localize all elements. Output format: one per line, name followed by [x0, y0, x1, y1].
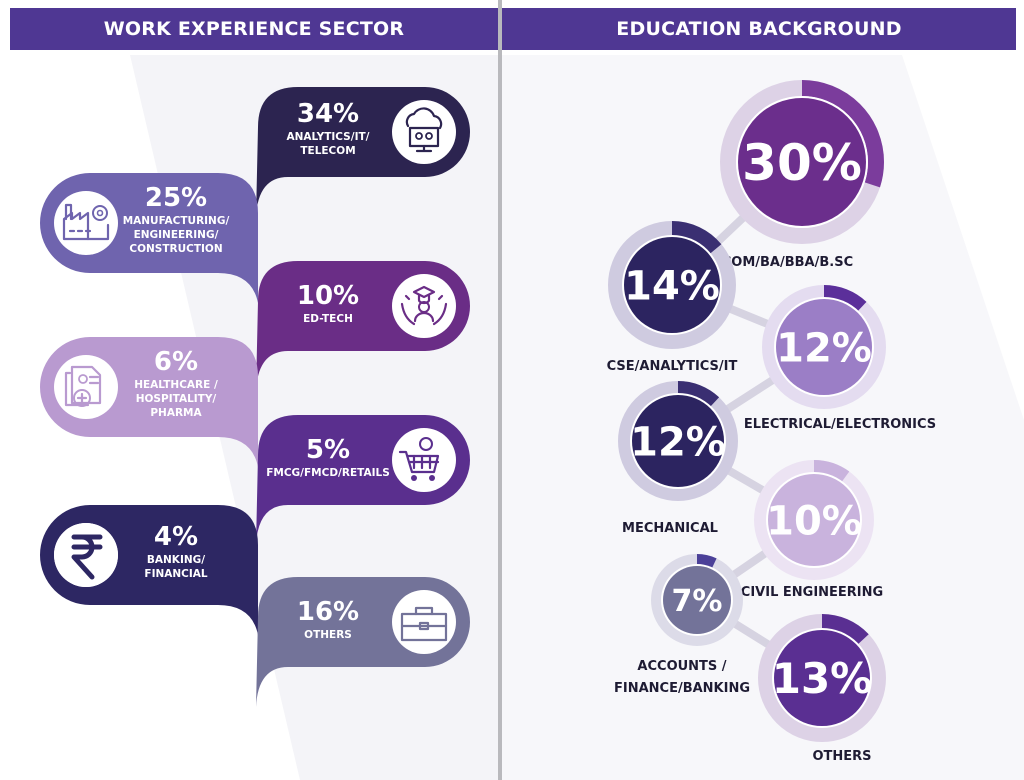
sector-percent: 10%: [297, 281, 359, 311]
sector-label: FMCG/FMCD/RETAILS: [266, 467, 390, 479]
education-percent: 30%: [742, 134, 862, 192]
education-label: OTHERS: [812, 749, 871, 764]
education-percent: 14%: [624, 263, 720, 309]
education-label: ACCOUNTS /: [637, 659, 726, 674]
education-title: EDUCATION BACKGROUND: [502, 8, 1016, 50]
education-label: FINANCE/BANKING: [614, 681, 750, 696]
panel-divider: [498, 0, 502, 780]
sector-percent: 5%: [306, 435, 350, 465]
sector-percent: 25%: [145, 183, 207, 213]
education-label: CIVIL ENGINEERING: [741, 585, 883, 600]
sector-label: ANALYTICS/IT/: [287, 131, 370, 143]
sector-item: 34% ANALYTICS/IT/TELECOM: [256, 87, 470, 217]
education-panel: EDUCATION BACKGROUND 30% B.COM/BA/BBA/B.S…: [502, 0, 1024, 780]
ring-progress: [651, 554, 743, 646]
ring-progress: [754, 460, 874, 580]
education-percent: 12%: [776, 325, 872, 371]
sector-label: HEALTHCARE /: [134, 379, 218, 391]
sector-item: 16% OTHERS: [256, 577, 470, 707]
education-disc: [774, 630, 870, 726]
sector-item: 4% BANKING/FINANCIAL: [40, 505, 258, 635]
sector-percent: 6%: [154, 347, 198, 377]
education-label: CSE/ANALYTICS/IT: [607, 359, 738, 374]
education-percent: 7%: [672, 584, 723, 619]
sector-label: BANKING/: [147, 554, 205, 566]
rupee-icon: [54, 523, 118, 587]
education-item: 30% B.COM/BA/BBA/B.SC: [707, 80, 884, 270]
shopping-cart-icon: [392, 428, 456, 492]
education-disc: [632, 395, 724, 487]
graduate-hands-icon: [392, 274, 456, 338]
ring-progress: [720, 80, 884, 244]
education-item: 12% ELECTRICAL/ELECTRONICS: [744, 285, 936, 432]
education-item: 7% ACCOUNTS / FINANCE/BANKING: [614, 554, 750, 696]
education-disc: [663, 566, 731, 634]
sector-percent: 16%: [297, 597, 359, 627]
factory-icon: [54, 191, 118, 255]
education-item: 10% CIVIL ENGINEERING: [741, 460, 883, 600]
sector-label: PHARMA: [150, 407, 202, 419]
education-percent: 10%: [766, 498, 862, 544]
work-experience-panel: WORK EXPERIENCE SECTOR 34% ANALYTICS/IT/T…: [0, 0, 498, 780]
sector-item: 6% HEALTHCARE / HOSPITALITY/PHARMA: [40, 337, 258, 467]
work-experience-chart: 34% ANALYTICS/IT/TELECOM 25% MANUFACTURING/…: [40, 55, 498, 780]
education-item: 14% CSE/ANALYTICS/IT: [607, 221, 738, 374]
sector-label: FINANCIAL: [144, 568, 208, 580]
education-percent: 13%: [772, 654, 873, 703]
education-percent: 12%: [630, 419, 726, 465]
sector-percent: 4%: [154, 522, 198, 552]
sector-label: ED-TECH: [303, 313, 353, 325]
education-label: B.COM/BA/BBA/B.SC: [707, 255, 853, 270]
sector-label: CONSTRUCTION: [129, 243, 222, 255]
sector-label: ENGINEERING/: [134, 229, 219, 241]
education-label: ELECTRICAL/ELECTRONICS: [744, 417, 936, 432]
sector-label: TELECOM: [300, 145, 355, 157]
sector-label: HOSPITALITY/: [136, 393, 217, 405]
sector-percent: 34%: [297, 99, 359, 129]
education-label: MECHANICAL: [622, 521, 718, 536]
education-item: 12% MECHANICAL: [618, 381, 738, 536]
briefcase-icon: [392, 590, 456, 654]
sector-label: OTHERS: [304, 629, 352, 641]
sector-label: MANUFACTURING/: [123, 215, 230, 227]
ring-progress: [762, 285, 886, 409]
education-disc: [738, 98, 866, 226]
medical-record-icon: [54, 355, 118, 419]
education-disc: [768, 474, 860, 566]
work-experience-title: WORK EXPERIENCE SECTOR: [10, 8, 498, 50]
ring-progress: [608, 221, 736, 349]
sector-item: 10% ED-TECH: [256, 261, 470, 391]
sector-item: 25% MANUFACTURING/ENGINEERING/CONSTRUCTIO…: [40, 173, 258, 303]
cloud-monitor-icon: [392, 100, 456, 164]
ring-progress: [758, 614, 886, 742]
ring-progress: [618, 381, 738, 501]
education-disc: [624, 237, 720, 333]
education-item: 13% OTHERS: [758, 614, 886, 764]
education-disc: [776, 299, 872, 395]
sector-item: 5% FMCG/FMCD/RETAILS: [256, 415, 470, 545]
